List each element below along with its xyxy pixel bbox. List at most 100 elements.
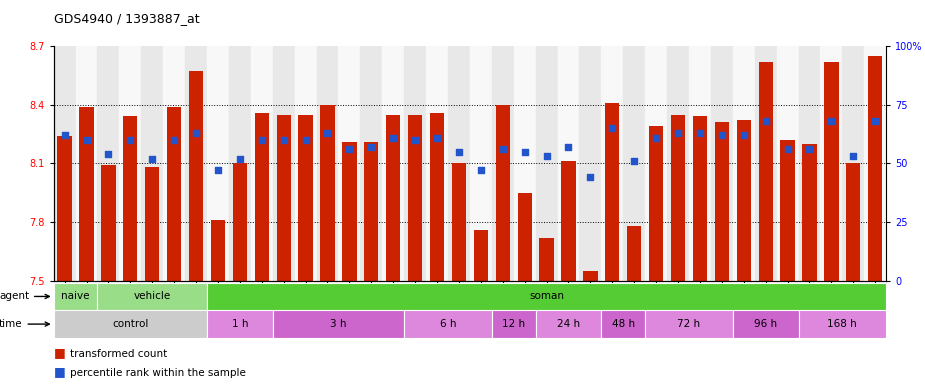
Text: 12 h: 12 h: [502, 319, 525, 329]
Text: ■: ■: [54, 346, 66, 359]
Bar: [251, 46, 273, 281]
Bar: [846, 163, 860, 281]
Point: [780, 146, 795, 152]
Bar: [649, 126, 663, 281]
Bar: [601, 310, 645, 338]
Bar: [404, 46, 426, 281]
Bar: [408, 114, 422, 281]
Point: [364, 144, 378, 150]
Bar: [798, 46, 820, 281]
Text: ■: ■: [54, 365, 66, 378]
Text: 6 h: 6 h: [439, 319, 456, 329]
Text: soman: soman: [529, 291, 564, 301]
Bar: [758, 62, 772, 281]
Point: [496, 146, 511, 152]
Point: [474, 167, 488, 174]
Bar: [693, 116, 707, 281]
Bar: [233, 163, 247, 281]
Point: [539, 153, 554, 159]
Text: control: control: [112, 319, 149, 329]
Bar: [798, 310, 886, 338]
Bar: [513, 46, 536, 281]
Bar: [211, 220, 225, 281]
Bar: [601, 46, 623, 281]
Bar: [142, 46, 163, 281]
Bar: [404, 310, 492, 338]
Text: vehicle: vehicle: [133, 291, 171, 301]
Bar: [76, 46, 97, 281]
Point: [298, 137, 313, 143]
Bar: [561, 161, 575, 281]
Bar: [342, 142, 356, 281]
Bar: [57, 136, 72, 281]
Bar: [536, 310, 601, 338]
Bar: [273, 310, 404, 338]
Text: 1 h: 1 h: [231, 319, 248, 329]
Bar: [864, 46, 886, 281]
Bar: [102, 166, 116, 281]
Bar: [711, 46, 733, 281]
Bar: [777, 46, 798, 281]
Bar: [689, 46, 711, 281]
Bar: [843, 46, 864, 281]
Bar: [123, 116, 138, 281]
Bar: [207, 310, 273, 338]
Bar: [579, 46, 601, 281]
Point: [80, 137, 94, 143]
Point: [277, 137, 291, 143]
Bar: [536, 46, 558, 281]
Text: 24 h: 24 h: [557, 319, 580, 329]
Bar: [119, 46, 142, 281]
Bar: [492, 310, 536, 338]
Bar: [299, 114, 313, 281]
Bar: [97, 283, 207, 310]
Text: 72 h: 72 h: [677, 319, 700, 329]
Bar: [189, 71, 204, 281]
Text: naive: naive: [61, 291, 90, 301]
Point: [845, 153, 860, 159]
Bar: [295, 46, 316, 281]
Point: [736, 132, 751, 138]
Bar: [584, 271, 598, 281]
Text: GDS4940 / 1393887_at: GDS4940 / 1393887_at: [54, 12, 199, 25]
Bar: [273, 46, 295, 281]
Bar: [492, 46, 513, 281]
Bar: [623, 46, 645, 281]
Bar: [339, 46, 361, 281]
Bar: [755, 46, 777, 281]
Bar: [448, 46, 470, 281]
Point: [627, 158, 642, 164]
Text: 168 h: 168 h: [828, 319, 857, 329]
Text: 3 h: 3 h: [330, 319, 347, 329]
Bar: [820, 46, 843, 281]
Bar: [277, 114, 290, 281]
Bar: [733, 310, 798, 338]
Bar: [802, 144, 817, 281]
Point: [101, 151, 116, 157]
Point: [802, 146, 817, 152]
Bar: [254, 113, 269, 281]
Bar: [671, 114, 685, 281]
Point: [714, 132, 729, 138]
Point: [320, 130, 335, 136]
Bar: [645, 46, 667, 281]
Bar: [54, 46, 76, 281]
Point: [166, 137, 181, 143]
Bar: [364, 142, 378, 281]
Bar: [163, 46, 185, 281]
Bar: [228, 46, 251, 281]
Bar: [185, 46, 207, 281]
Bar: [382, 46, 404, 281]
Point: [868, 118, 882, 124]
Point: [758, 118, 773, 124]
Bar: [627, 226, 641, 281]
Point: [57, 132, 72, 138]
Bar: [715, 122, 729, 281]
Text: 96 h: 96 h: [754, 319, 777, 329]
Point: [824, 118, 839, 124]
Point: [561, 144, 576, 150]
Point: [517, 149, 532, 155]
Text: transformed count: transformed count: [70, 349, 167, 359]
Bar: [320, 105, 335, 281]
Bar: [824, 62, 838, 281]
